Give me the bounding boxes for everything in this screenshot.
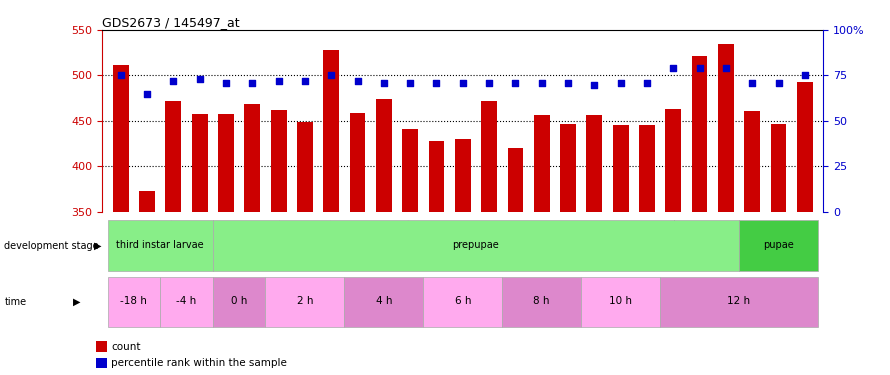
Bar xyxy=(718,44,733,212)
Point xyxy=(772,80,786,86)
Point xyxy=(456,80,470,86)
Bar xyxy=(166,101,182,212)
Bar xyxy=(218,114,234,212)
Text: GDS2673 / 145497_at: GDS2673 / 145497_at xyxy=(102,16,240,29)
Point xyxy=(561,80,575,86)
Point xyxy=(429,80,443,86)
FancyBboxPatch shape xyxy=(502,277,581,327)
Text: 12 h: 12 h xyxy=(727,296,750,306)
Bar xyxy=(376,99,392,212)
Text: count: count xyxy=(111,342,141,351)
Point xyxy=(324,72,338,78)
Bar xyxy=(666,109,681,212)
Point xyxy=(587,82,602,88)
Bar xyxy=(323,50,339,212)
Bar xyxy=(481,101,497,212)
Point xyxy=(640,80,654,86)
Text: time: time xyxy=(4,297,27,307)
Point xyxy=(719,65,733,71)
Bar xyxy=(402,129,418,212)
Bar xyxy=(245,104,260,212)
FancyBboxPatch shape xyxy=(344,277,424,327)
Text: development stage: development stage xyxy=(4,241,99,250)
Point xyxy=(745,80,759,86)
Point xyxy=(140,91,154,97)
FancyBboxPatch shape xyxy=(213,277,265,327)
Bar xyxy=(797,82,813,212)
Text: -4 h: -4 h xyxy=(176,296,197,306)
Text: 6 h: 6 h xyxy=(455,296,471,306)
Point xyxy=(508,80,522,86)
Text: 4 h: 4 h xyxy=(376,296,392,306)
Bar xyxy=(744,111,760,212)
Bar xyxy=(507,148,523,212)
Text: 8 h: 8 h xyxy=(533,296,550,306)
Bar xyxy=(297,122,312,212)
Text: ▶: ▶ xyxy=(94,241,101,250)
Bar xyxy=(350,113,366,212)
Bar xyxy=(139,191,155,212)
FancyBboxPatch shape xyxy=(213,220,739,271)
Bar xyxy=(613,126,628,212)
Point xyxy=(298,78,312,84)
Bar xyxy=(192,114,207,212)
FancyBboxPatch shape xyxy=(108,277,160,327)
Text: pupae: pupae xyxy=(763,240,794,250)
Point xyxy=(114,72,128,78)
FancyBboxPatch shape xyxy=(265,277,344,327)
Text: 10 h: 10 h xyxy=(609,296,632,306)
Point xyxy=(192,76,206,82)
FancyBboxPatch shape xyxy=(96,358,107,368)
Point xyxy=(535,80,549,86)
Bar xyxy=(534,115,550,212)
Bar xyxy=(771,124,787,212)
FancyBboxPatch shape xyxy=(739,220,818,271)
Bar xyxy=(429,141,444,212)
Point xyxy=(666,65,680,71)
Bar xyxy=(639,126,655,212)
Text: -18 h: -18 h xyxy=(120,296,148,306)
Text: ▶: ▶ xyxy=(73,297,80,307)
Point xyxy=(613,80,627,86)
Bar xyxy=(455,139,471,212)
Text: 2 h: 2 h xyxy=(296,296,313,306)
Text: prepupae: prepupae xyxy=(453,240,499,250)
Bar xyxy=(113,66,129,212)
Point xyxy=(797,72,812,78)
FancyBboxPatch shape xyxy=(424,277,502,327)
FancyBboxPatch shape xyxy=(108,220,213,271)
Bar xyxy=(587,115,603,212)
Text: percentile rank within the sample: percentile rank within the sample xyxy=(111,358,287,368)
Point xyxy=(692,65,707,71)
Point xyxy=(246,80,260,86)
Point xyxy=(219,80,233,86)
FancyBboxPatch shape xyxy=(96,341,107,352)
Point xyxy=(482,80,497,86)
Point xyxy=(403,80,417,86)
FancyBboxPatch shape xyxy=(660,277,818,327)
Point xyxy=(351,78,365,84)
Point xyxy=(166,78,181,84)
Bar xyxy=(560,124,576,212)
FancyBboxPatch shape xyxy=(581,277,660,327)
Bar xyxy=(692,56,708,212)
Point xyxy=(376,80,391,86)
FancyBboxPatch shape xyxy=(160,277,213,327)
Bar xyxy=(271,110,287,212)
Point xyxy=(271,78,286,84)
Text: 0 h: 0 h xyxy=(231,296,247,306)
Text: third instar larvae: third instar larvae xyxy=(117,240,204,250)
